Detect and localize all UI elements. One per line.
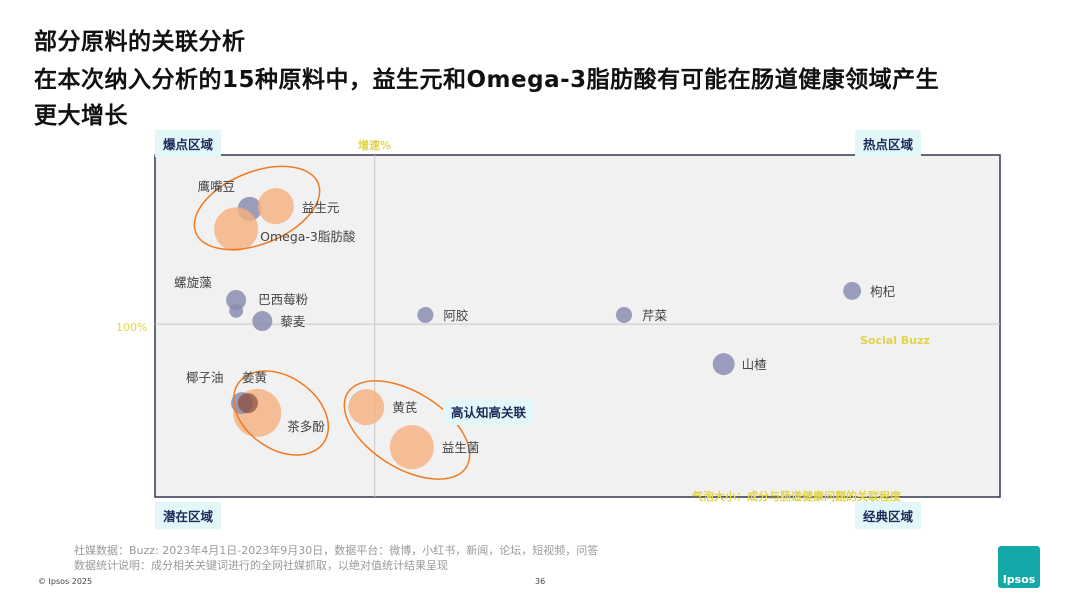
bubble-label: 姜黄 [242, 370, 267, 385]
bubble-label: 枸杞 [870, 284, 896, 299]
copyright: © Ipsos 2025 [38, 577, 93, 586]
slide-subtitle-line2: 更大增长 [34, 103, 128, 129]
quadrant-top-right-label: 热点区域 [855, 130, 922, 157]
ipsos-logo: Ipsos [998, 546, 1040, 588]
group-ellipse-bottom-left [232, 370, 330, 456]
footer-note: 数据统计说明：成分相关关键词进行的全网社媒抓取，以绝对值统计结果呈现 [74, 559, 448, 572]
group-ellipse-bottom-mid [343, 380, 471, 480]
bubble-label: 椰子油 [186, 370, 224, 385]
bubble-4[interactable] [226, 290, 247, 311]
bubble-label: 益生元 [302, 200, 340, 215]
bubble-9[interactable] [712, 353, 735, 376]
y-axis-label: 增速% [358, 139, 392, 152]
group-ellipse-top [193, 165, 321, 251]
bubble-label: 黄芪 [392, 400, 417, 415]
highlight-label: 高认知高关联 [443, 398, 535, 425]
x-axis-label: Social Buzz [860, 334, 930, 347]
bubble-label: 螺旋藻 [174, 275, 212, 290]
bubble-label: 阿胶 [443, 308, 468, 323]
bubble-14[interactable] [389, 425, 434, 470]
footer-source: 社媒数据：Buzz: 2023年4月1日-2023年9月30日，数据平台：微博，… [74, 544, 599, 557]
bubble-label: 山楂 [742, 357, 768, 372]
bubble-5[interactable] [252, 311, 273, 332]
bubble-label: 巴西莓粉 [258, 292, 309, 307]
slide-subtitle-line1: 在本次纳入分析的15种原料中，益生元和Omega-3脂肪酸有可能在肠道健康领域产… [34, 67, 940, 93]
bubble-label: 藜麦 [280, 314, 306, 329]
bubble-label: 茶多酚 [287, 419, 325, 434]
bubble-13[interactable] [348, 389, 385, 426]
y-ref-label: 100% [116, 321, 148, 334]
quadrant-bottom-right-label: 经典区域 [855, 502, 922, 529]
quadrant-bottom-left-label: 潜在区域 [155, 502, 222, 529]
bubble-7[interactable] [615, 306, 632, 323]
bubble-label: 芹菜 [642, 308, 668, 323]
slide-title: 部分原料的关联分析 [34, 29, 246, 55]
bubble-8[interactable] [843, 281, 862, 300]
bubble-2[interactable] [214, 207, 259, 252]
bubble-label: 鹰嘴豆 [198, 179, 236, 194]
bubble-label: 益生菌 [442, 440, 480, 455]
quadrant-top-left-label: 爆点区域 [155, 130, 222, 157]
plot-area [154, 154, 1001, 498]
bubble-label: Omega-3脂肪酸 [260, 229, 356, 244]
bubble-size-note: 气泡大小：成分与肠道健康问题的关联程度 [692, 490, 901, 503]
bubble-6[interactable] [417, 306, 434, 323]
bubble-1[interactable] [257, 188, 294, 225]
bubble-12[interactable] [237, 393, 258, 414]
page-number: 36 [535, 577, 546, 586]
